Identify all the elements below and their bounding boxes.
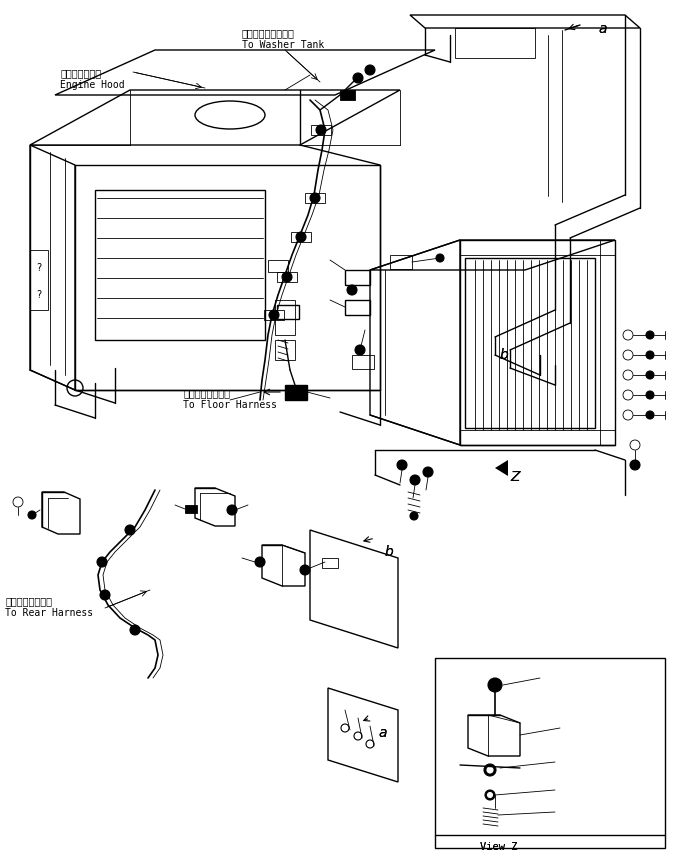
Circle shape (630, 460, 640, 470)
Circle shape (125, 525, 135, 535)
Bar (352, 355, 374, 369)
Circle shape (410, 475, 420, 485)
Circle shape (100, 590, 110, 600)
Text: a: a (598, 22, 607, 36)
Bar (345, 300, 370, 315)
Text: View Z: View Z (480, 842, 518, 852)
Text: ?: ? (36, 263, 42, 273)
Text: エンジンフード: エンジンフード (60, 68, 101, 78)
Circle shape (646, 331, 654, 339)
Polygon shape (495, 460, 508, 476)
Text: フロアハーネスへ: フロアハーネスへ (183, 388, 230, 398)
Bar (277, 272, 297, 282)
Bar (275, 340, 295, 360)
Bar (291, 232, 311, 242)
Text: ウォッシャタンクへ: ウォッシャタンクへ (242, 28, 295, 38)
Bar (311, 125, 331, 135)
Circle shape (487, 792, 493, 798)
Circle shape (353, 73, 363, 83)
Circle shape (436, 254, 444, 262)
Text: ?: ? (36, 290, 42, 300)
Circle shape (300, 565, 310, 575)
Circle shape (423, 467, 433, 477)
Circle shape (130, 625, 140, 635)
Bar (435, 658, 665, 848)
Circle shape (310, 193, 320, 203)
Circle shape (410, 512, 418, 520)
Bar (305, 193, 325, 203)
Text: a: a (378, 726, 387, 740)
Bar (390, 255, 412, 269)
Text: Z: Z (510, 470, 520, 484)
Bar (322, 558, 338, 568)
Bar (345, 270, 370, 285)
Circle shape (646, 351, 654, 359)
Circle shape (296, 232, 306, 242)
Text: To Washer Tank: To Washer Tank (242, 40, 324, 50)
Circle shape (485, 790, 495, 800)
Circle shape (646, 391, 654, 399)
Text: a: a (378, 726, 387, 740)
Circle shape (282, 272, 292, 282)
Text: リヤーハーネスへ: リヤーハーネスへ (5, 596, 52, 606)
Circle shape (488, 678, 502, 692)
Text: b: b (385, 545, 394, 559)
Circle shape (347, 285, 357, 295)
Text: b: b (385, 545, 394, 559)
Text: a: a (598, 22, 607, 36)
Circle shape (97, 557, 107, 567)
Bar (95, 190, 265, 340)
Bar (185, 505, 197, 513)
Circle shape (646, 371, 654, 379)
Circle shape (355, 345, 365, 355)
Text: b: b (500, 348, 509, 362)
Bar (30, 250, 48, 310)
Circle shape (365, 65, 375, 75)
Circle shape (316, 125, 326, 135)
Circle shape (227, 505, 237, 515)
Circle shape (646, 411, 654, 419)
Bar (285, 385, 307, 400)
Circle shape (487, 767, 493, 773)
Text: Engine Hood: Engine Hood (60, 80, 125, 90)
Bar (268, 260, 288, 272)
Bar (465, 258, 595, 428)
Text: View Z: View Z (480, 842, 518, 852)
Bar (340, 90, 355, 100)
Text: b: b (500, 348, 509, 362)
Text: Z: Z (510, 470, 520, 484)
Bar (455, 28, 535, 58)
Circle shape (484, 764, 496, 776)
Bar (264, 310, 284, 320)
Text: To Floor Harness: To Floor Harness (183, 400, 277, 410)
Bar (275, 300, 295, 335)
Text: To Rear Harness: To Rear Harness (5, 608, 93, 618)
Circle shape (269, 310, 279, 320)
Circle shape (255, 557, 265, 567)
Circle shape (28, 511, 36, 519)
Circle shape (397, 460, 407, 470)
Bar (277, 305, 299, 319)
